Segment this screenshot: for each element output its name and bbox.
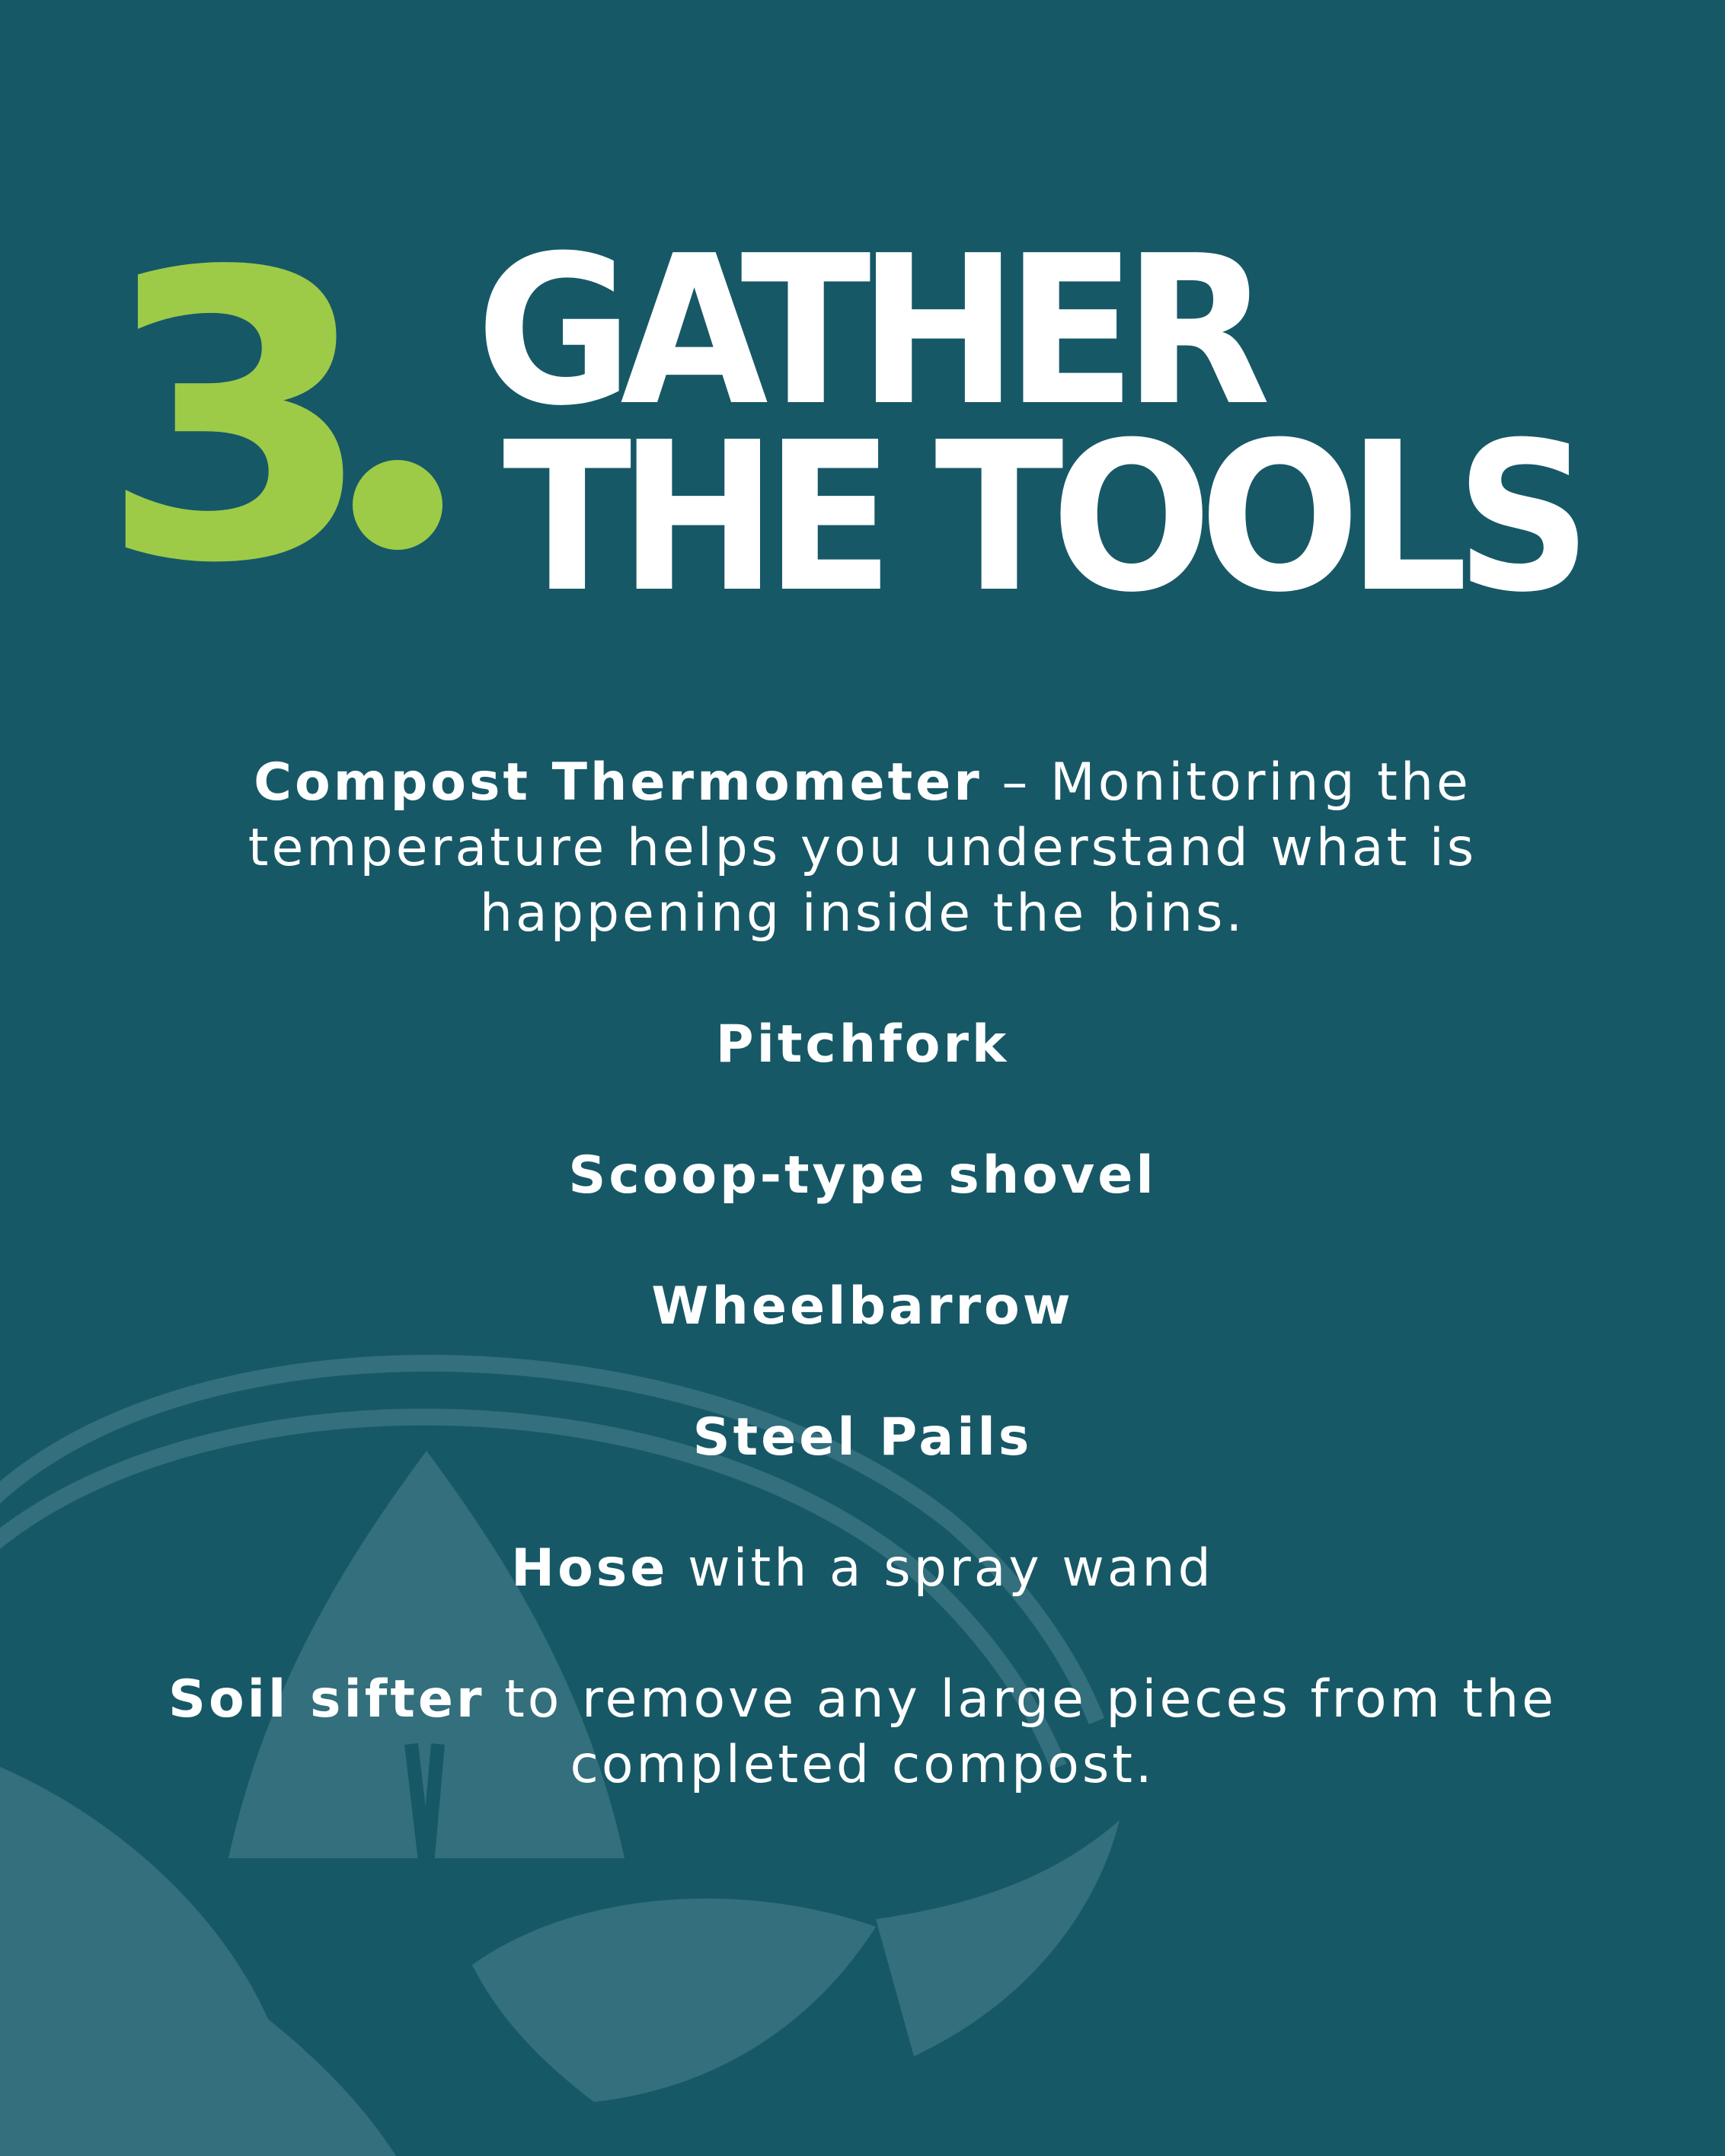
tool-name: Scoop-type shovel <box>568 1145 1157 1206</box>
tool-item-compost-thermometer: Compost Thermometer – Monitoring the tem… <box>107 750 1618 947</box>
tool-name: Soil sifter <box>168 1669 485 1730</box>
tool-name: Pitchfork <box>715 1014 1010 1075</box>
tool-name: Wheelbarrow <box>651 1276 1074 1337</box>
tool-name: Hose <box>511 1538 669 1599</box>
tool-description: – Monitoring the temperature helps you u… <box>248 752 1477 944</box>
tool-list: Compost Thermometer – Monitoring the tem… <box>107 750 1618 1798</box>
tool-item-wheelbarrow: Wheelbarrow <box>107 1274 1618 1340</box>
tool-description: to remove any large pieces from the comp… <box>484 1669 1557 1795</box>
tool-item-soil-sifter: Soil sifter to remove any large pieces f… <box>107 1667 1618 1798</box>
page-title-line-2: THE TOOLS <box>503 398 1592 637</box>
page-title-line-1: GATHER <box>476 211 1271 451</box>
tool-item-pitchfork: Pitchfork <box>107 1012 1618 1078</box>
step-number-dot <box>353 460 442 550</box>
tool-name: Compost Thermometer <box>254 752 982 813</box>
tool-description: with a spray wand <box>668 1538 1214 1599</box>
tool-item-scoop-shovel: Scoop-type shovel <box>107 1143 1618 1209</box>
tool-item-hose: Hose with a spray wand <box>107 1536 1618 1602</box>
header: 3 GATHER THE TOOLS <box>0 0 1725 685</box>
tool-name: Steel Pails <box>692 1407 1033 1468</box>
step-number: 3 <box>99 188 375 650</box>
tool-item-steel-pails: Steel Pails <box>107 1405 1618 1471</box>
